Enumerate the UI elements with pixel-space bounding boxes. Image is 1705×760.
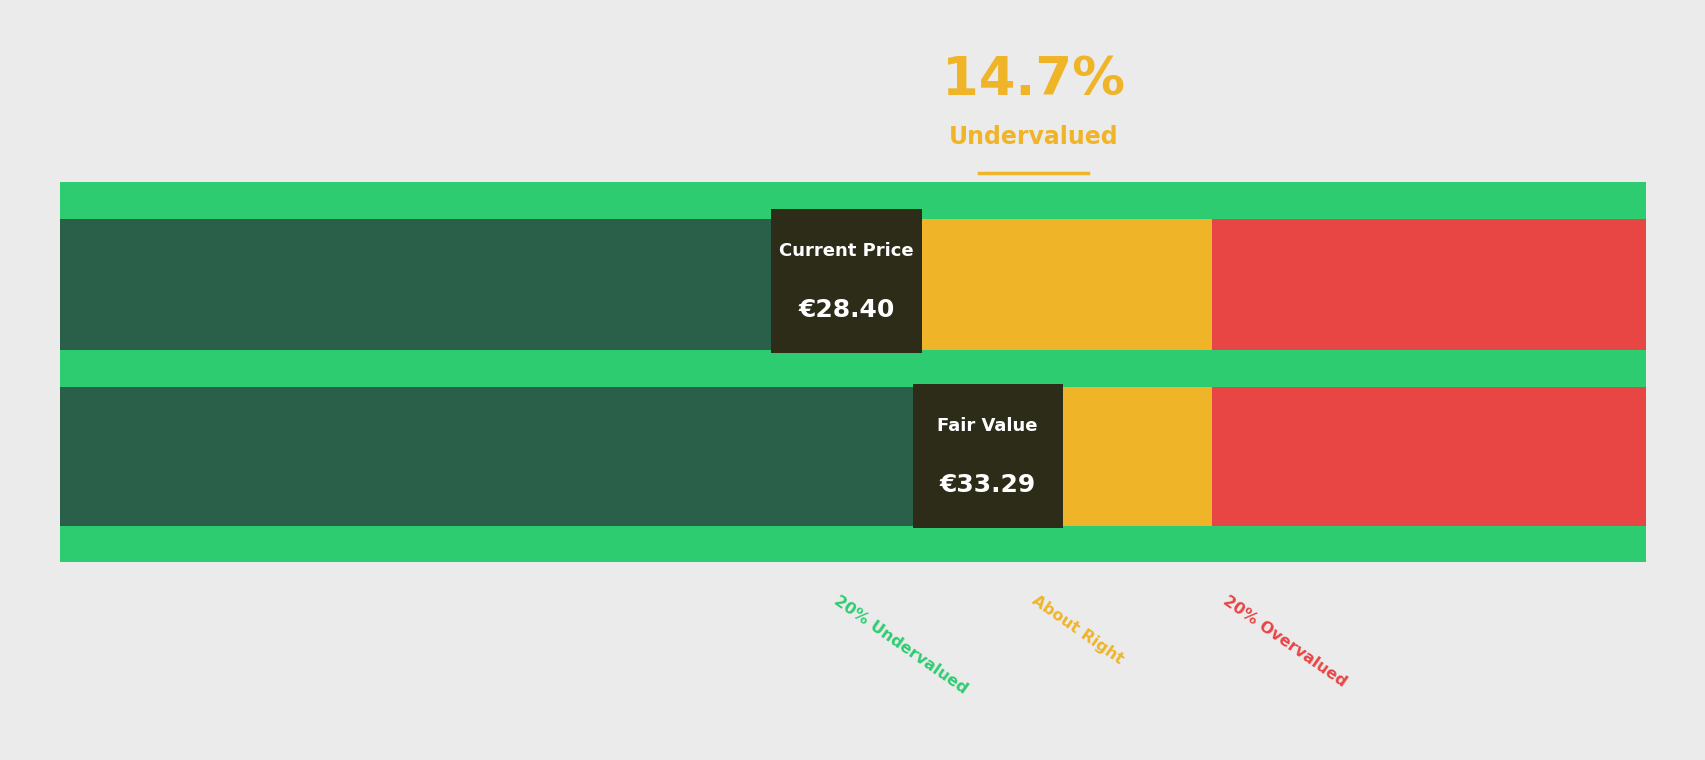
FancyBboxPatch shape	[827, 182, 1211, 562]
Text: €28.40: €28.40	[798, 298, 893, 322]
Text: Fair Value: Fair Value	[936, 416, 1037, 435]
FancyBboxPatch shape	[912, 384, 1062, 528]
FancyBboxPatch shape	[60, 209, 888, 353]
Text: 20% Overvalued: 20% Overvalued	[1219, 593, 1349, 689]
Text: 14.7%: 14.7%	[941, 54, 1125, 106]
Text: Current Price: Current Price	[779, 242, 914, 260]
Text: Undervalued: Undervalued	[948, 125, 1118, 149]
FancyBboxPatch shape	[1211, 182, 1645, 562]
Text: About Right: About Right	[1028, 593, 1125, 667]
FancyBboxPatch shape	[60, 182, 1645, 219]
FancyBboxPatch shape	[771, 209, 921, 353]
Text: €33.29: €33.29	[939, 473, 1035, 497]
FancyBboxPatch shape	[60, 182, 827, 562]
FancyBboxPatch shape	[60, 384, 1030, 528]
FancyBboxPatch shape	[60, 350, 1645, 387]
Text: 20% Undervalued: 20% Undervalued	[830, 593, 970, 696]
FancyBboxPatch shape	[60, 526, 1645, 562]
